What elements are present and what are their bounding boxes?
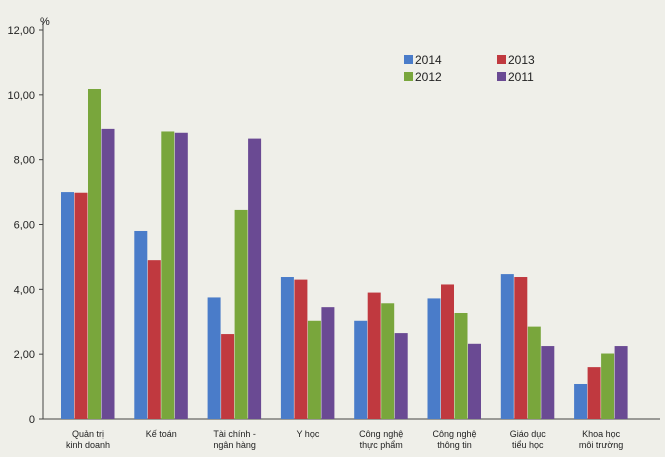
x-category-label: Công nghệ thông tin (432, 429, 476, 450)
bar-2012-8 (601, 353, 615, 419)
bar-2012-1 (88, 88, 101, 419)
legend-label-2014: 2014 (415, 53, 442, 67)
y-tick-label: 6,00 (14, 220, 35, 232)
y-unit-label: % (40, 16, 50, 28)
bar-2011-5 (394, 333, 408, 419)
bars (61, 88, 628, 420)
legend-swatch-2012 (404, 72, 413, 81)
bar-2013-2 (147, 260, 161, 419)
bar-2014-4 (280, 277, 294, 419)
bar-2014-1 (61, 192, 74, 419)
y-tick-label: 4,00 (14, 284, 35, 296)
y-axis-ticks: 0 2,00 4,00 6,00 8,00 10,00 12,00 (7, 25, 43, 426)
y-tick-label: 10,00 (7, 90, 35, 102)
bar-2012-2 (161, 131, 175, 419)
legend-swatch-2013 (497, 55, 506, 64)
bar-2011-7 (541, 346, 555, 419)
bar-2013-6 (441, 284, 454, 419)
bar-2013-7 (514, 277, 528, 419)
bar-2011-8 (614, 346, 628, 419)
x-category-label: Quản trị kinh doanh (66, 429, 110, 450)
bar-2014-5 (354, 320, 368, 419)
bar-2012-5 (381, 303, 395, 419)
bar-2012-4 (307, 320, 321, 419)
bar-2011-1 (101, 128, 115, 419)
x-axis-labels: Quản trị kinh doanh Kế toán Tài chính -ngân… (66, 429, 623, 450)
y-tick-label: 0 (29, 414, 35, 426)
x-category-label: Công nghệ thực phẩm (359, 429, 403, 450)
y-tick-label: 12,00 (7, 25, 35, 37)
bar-2014-8 (574, 383, 588, 419)
bar-2014-6 (427, 298, 441, 419)
legend-swatch-2011 (497, 72, 506, 81)
bar-2013-4 (294, 279, 308, 419)
legend: 2014 2013 2012 2011 (404, 53, 535, 84)
bar-2011-2 (174, 132, 188, 419)
bar-2013-5 (367, 292, 381, 419)
bar-2013-8 (587, 367, 601, 419)
x-category-label: Giáo dục tiểu học (510, 429, 547, 450)
legend-swatch-2014 (404, 55, 413, 64)
bar-2011-6 (468, 343, 481, 419)
legend-label-2012: 2012 (415, 70, 442, 84)
bar-2013-1 (74, 192, 88, 419)
bar-2014-2 (134, 230, 148, 419)
x-category-label: Y học (296, 429, 319, 439)
bar-2013-3 (221, 334, 235, 419)
y-tick-label: 8,00 (14, 155, 35, 167)
x-category-label: Kế toán (146, 429, 177, 439)
x-category-label: Khoa học môi trường (579, 429, 623, 450)
bar-2012-3 (234, 209, 248, 419)
bar-2011-4 (321, 307, 335, 419)
legend-label-2011: 2011 (508, 70, 534, 84)
bar-2014-7 (500, 274, 514, 419)
bar-2014-3 (207, 297, 221, 419)
bar-2011-3 (248, 138, 262, 420)
x-category-label: Tài chính -ngân hàng (213, 429, 256, 450)
bar-2012-6 (454, 312, 468, 419)
legend-label-2013: 2013 (508, 53, 535, 67)
y-tick-label: 2,00 (14, 349, 35, 361)
bar-2012-7 (527, 326, 541, 419)
